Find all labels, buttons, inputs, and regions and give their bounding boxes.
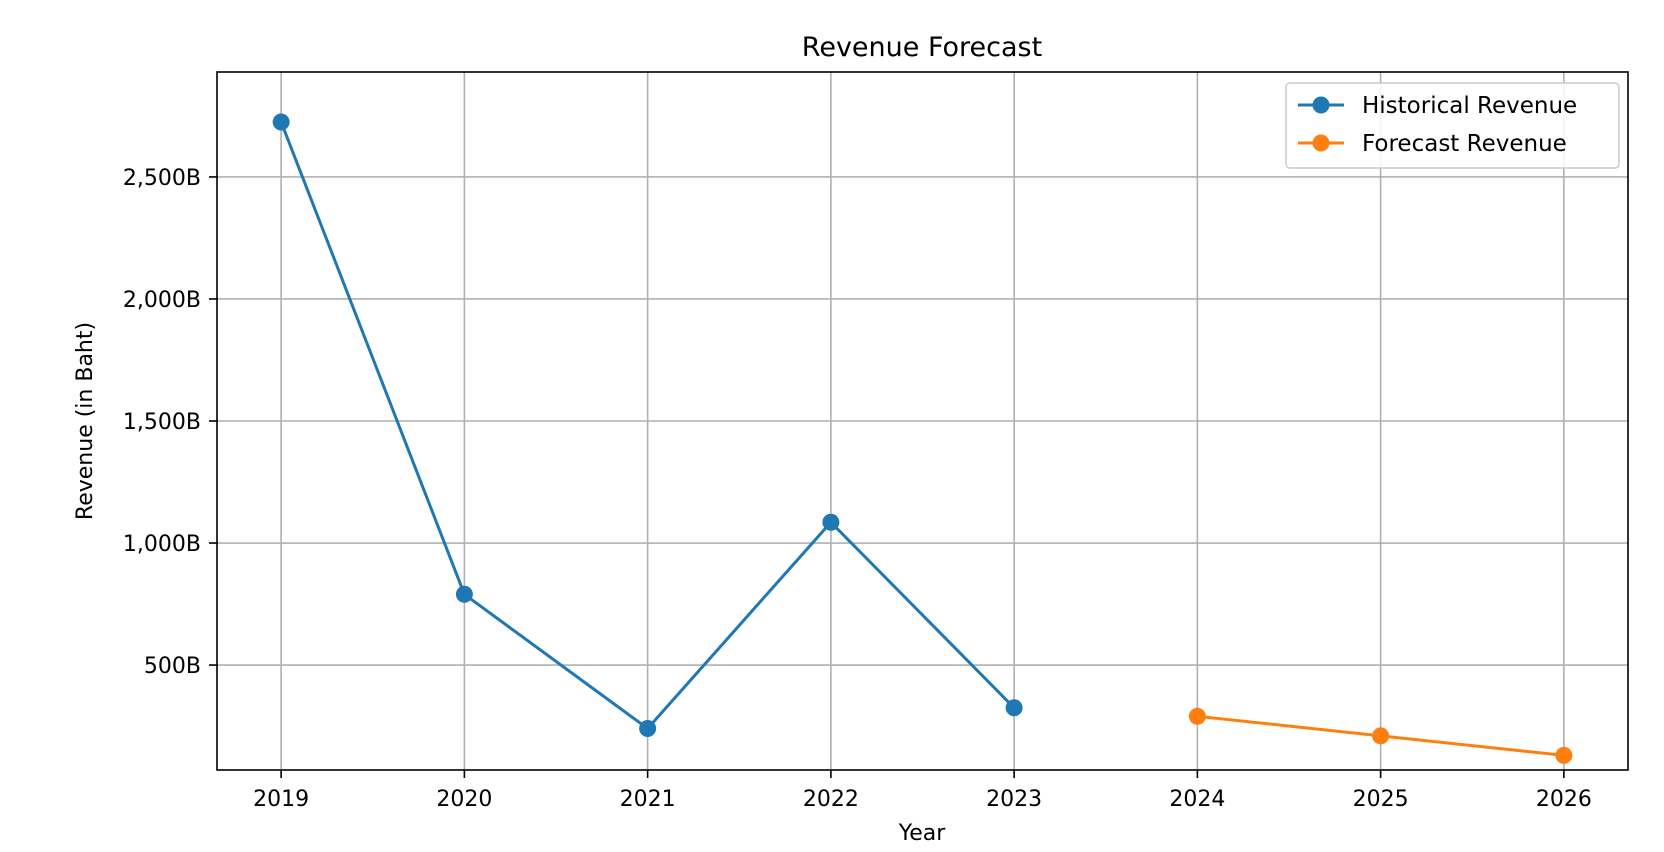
y-tick-label: 2,500B (123, 166, 201, 191)
legend-box (1285, 82, 1620, 169)
y-tick-label: 500B (144, 654, 201, 679)
x-tick-label: 2023 (986, 787, 1042, 812)
y-axis: 500B 1,000B 1,500B 2,000B 2,500B (123, 166, 217, 679)
y-axis-title: Revenue (in Baht) (73, 322, 98, 520)
data-point (1372, 727, 1390, 745)
x-tick-label: 2020 (436, 787, 492, 812)
y-tick-label: 2,000B (123, 288, 201, 313)
x-tick-label: 2019 (253, 787, 309, 812)
x-tick-label: 2021 (620, 787, 676, 812)
x-tick-label: 2026 (1536, 787, 1592, 812)
legend-marker (1312, 96, 1330, 114)
legend-label: Forecast Revenue (1362, 131, 1567, 157)
data-point (822, 513, 840, 531)
x-axis-title: Year (898, 821, 947, 846)
legend-marker (1312, 134, 1330, 152)
x-tick-label: 2022 (803, 787, 859, 812)
y-tick-label: 1,500B (123, 410, 201, 435)
legend: Historical Revenue Forecast Revenue (1285, 82, 1620, 169)
grid (217, 72, 1628, 770)
x-tick-label: 2025 (1353, 787, 1409, 812)
series-layer (272, 113, 1573, 764)
legend-label: Historical Revenue (1362, 93, 1577, 119)
series-historical (272, 113, 1023, 738)
x-tick-label: 2024 (1169, 787, 1225, 812)
x-axis: 2019 2020 2021 2022 2023 2024 2025 2026 (253, 770, 1592, 812)
data-point (1005, 699, 1023, 717)
series-forecast (1188, 707, 1573, 764)
y-tick-label: 1,000B (123, 532, 201, 557)
chart-title: Revenue Forecast (802, 32, 1042, 63)
data-point (455, 585, 473, 603)
data-point (1188, 707, 1206, 725)
data-point (1555, 746, 1573, 764)
data-point (639, 720, 657, 738)
data-point (272, 113, 290, 131)
